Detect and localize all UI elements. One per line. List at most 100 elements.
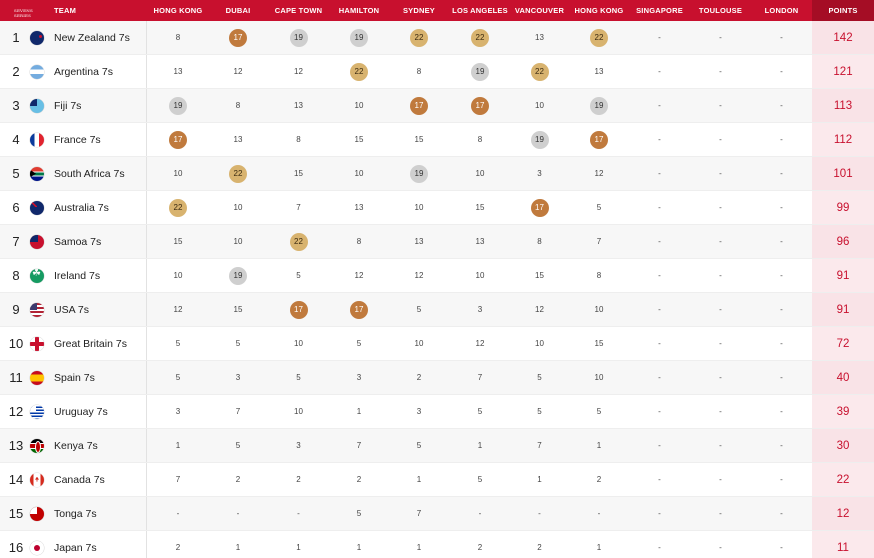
event-column-header[interactable]: HAMILTON — [338, 6, 380, 15]
team-cell[interactable]: Canada 7s — [30, 462, 147, 498]
score-cell: - — [629, 428, 690, 464]
team-cell[interactable]: France 7s — [30, 122, 147, 158]
team-name[interactable]: Canada 7s — [54, 473, 105, 486]
table-row[interactable]: 7 Samoa 7s 15 10 22 8 13 13 8 7- - -96 — [0, 224, 874, 260]
score-cell: 1 — [450, 428, 510, 464]
score-cell: 3 — [267, 428, 330, 464]
score-cell: 5 — [147, 326, 209, 362]
team-name[interactable]: Tonga 7s — [54, 507, 97, 520]
score-cell: - — [690, 258, 751, 294]
bronze-medal-badge: 17 — [229, 28, 247, 47]
team-cell[interactable]: Australia 7s — [30, 190, 147, 226]
table-row[interactable]: 14 Canada 7s 7 2 2 2 1 5 1 2- - -22 — [0, 462, 874, 498]
score-cell: - — [629, 88, 690, 124]
event-column-header[interactable]: CAPE TOWN — [274, 6, 323, 15]
team-name[interactable]: South Africa 7s — [54, 167, 125, 180]
table-row[interactable]: 1 New Zealand 7s 8 17 19 19 22 22 13 22- - -142 — [0, 21, 874, 56]
team-name[interactable]: Samoa 7s — [54, 235, 102, 248]
team-cell[interactable]: Spain 7s — [30, 360, 147, 396]
series-logo[interactable]: SEVENS SERIES — [0, 0, 46, 20]
score-cell: 7 — [147, 462, 209, 498]
team-cell-inner: New Zealand 7s — [30, 21, 147, 55]
rank-cell: 11 — [0, 360, 30, 396]
team-cell[interactable]: Great Britain 7s — [30, 326, 147, 362]
rank-cell: 5 — [0, 156, 30, 192]
points-cell: 39 — [812, 394, 874, 430]
score-cell: 22 — [209, 156, 267, 192]
table-row[interactable]: 2 Argentina 7s 13 12 12 22 8 19 22 13- - -121 — [0, 54, 874, 90]
score-cell: 7 — [330, 428, 388, 464]
table-row[interactable]: 9 USA 7s 12 15 17 17 5 3 12 10- - -91 — [0, 292, 874, 328]
team-column-header[interactable]: TEAM — [54, 6, 77, 15]
rank-cell: 6 — [0, 190, 30, 226]
team-name[interactable]: New Zealand 7s — [54, 31, 130, 44]
score-cell: 10 — [388, 190, 450, 226]
team-name[interactable]: Fiji 7s — [54, 99, 82, 112]
score-cell: 7 — [569, 224, 629, 260]
event-column-header[interactable]: LONDON — [764, 6, 799, 15]
score-cell: - — [751, 530, 812, 558]
team-name[interactable]: Argentina 7s — [54, 65, 113, 78]
team-cell[interactable]: Kenya 7s — [30, 428, 147, 464]
team-cell[interactable]: Tonga 7s — [30, 496, 147, 532]
event-column-header[interactable]: SYDNEY — [402, 6, 436, 15]
team-name[interactable]: France 7s — [54, 133, 101, 146]
table-row[interactable]: 6 Australia 7s 22 10 7 13 10 15 17 5- - -99 — [0, 190, 874, 226]
event-column-header[interactable]: HONG KONG — [153, 6, 203, 15]
team-cell[interactable]: South Africa 7s — [30, 156, 147, 192]
team-name[interactable]: Kenya 7s — [54, 439, 98, 452]
es-flag-icon — [30, 370, 44, 385]
team-name[interactable]: Japan 7s — [54, 541, 97, 554]
team-cell[interactable]: Fiji 7s — [30, 88, 147, 124]
table-header: TEAM HONG KONG DUBAI CAPE TOWN HAMILTON SYDN… — [0, 0, 874, 21]
event-column-header[interactable]: TOULOUSE — [698, 6, 743, 15]
team-cell[interactable]: Japan 7s — [30, 530, 147, 558]
table-row[interactable]: 4 France 7s 17 13 8 15 15 8 19 17- - -112 — [0, 122, 874, 158]
score-cell: - — [751, 88, 812, 124]
score-cell: - — [751, 394, 812, 430]
score-cell: - — [690, 530, 751, 558]
score-cell: - — [690, 496, 751, 532]
score-cell: - — [629, 156, 690, 192]
team-name[interactable]: Australia 7s — [54, 201, 109, 214]
score-cell: - — [690, 54, 751, 90]
team-name[interactable]: Spain 7s — [54, 371, 95, 384]
team-cell[interactable]: Uruguay 7s — [30, 394, 147, 430]
score-cell: - — [629, 224, 690, 260]
team-cell[interactable]: New Zealand 7s — [30, 21, 147, 56]
points-column-header[interactable]: POINTS — [812, 0, 874, 21]
table-row[interactable]: 16 Japan 7s 2 1 1 1 1 2 2 1- - -11 — [0, 530, 874, 558]
team-name[interactable]: Great Britain 7s — [54, 337, 127, 350]
team-name[interactable]: USA 7s — [54, 303, 90, 316]
team-cell[interactable]: Argentina 7s — [30, 54, 147, 90]
table-row[interactable]: 3 Fiji 7s 19 8 13 10 17 17 10 19- - -113 — [0, 88, 874, 124]
team-cell[interactable]: USA 7s — [30, 292, 147, 328]
event-column-header[interactable]: DUBAI — [225, 6, 251, 15]
event-column-header[interactable]: SINGAPORE — [636, 6, 683, 15]
table-row[interactable]: 13 Kenya 7s 1 5 3 7 5 1 7 1- - -30 — [0, 428, 874, 464]
table-row[interactable]: 11 Spain 7s 5 3 5 3 2 7 5 10- - -40 — [0, 360, 874, 396]
score-cell: 5 — [267, 258, 330, 294]
event-column-header[interactable]: HONG KONG — [574, 6, 624, 15]
score-cell: 22 — [330, 54, 388, 90]
team-cell[interactable]: Samoa 7s — [30, 224, 147, 260]
event-column-header[interactable]: LOS ANGELES — [452, 6, 508, 15]
event-column-header[interactable]: VANCOUVER — [514, 6, 565, 15]
score-cell: 1 — [330, 394, 388, 430]
table-row[interactable]: 12 Uruguay 7s 3 7 10 1 3 5 5 5- - -39 — [0, 394, 874, 430]
score-cell: - — [147, 496, 209, 532]
score-cell: - — [690, 122, 751, 158]
score-cell: 15 — [330, 122, 388, 158]
score-cell: 15 — [267, 156, 330, 192]
table-row[interactable]: 15 Tonga 7s - - -5 7- - - - - -12 — [0, 496, 874, 532]
rank-cell: 1 — [0, 21, 30, 56]
table-row[interactable]: 5 South Africa 7s 10 22 15 10 19 10 3 12- - -101 — [0, 156, 874, 192]
score-cell: - — [690, 190, 751, 226]
table-row[interactable]: 10 Great Britain 7s 5 5 10 5 10 12 10 15- - -72 — [0, 326, 874, 362]
team-name[interactable]: Ireland 7s — [54, 269, 101, 282]
team-name[interactable]: Uruguay 7s — [54, 405, 108, 418]
bronze-medal-badge: 17 — [350, 300, 368, 319]
team-cell[interactable]: Ireland 7s — [30, 258, 147, 294]
